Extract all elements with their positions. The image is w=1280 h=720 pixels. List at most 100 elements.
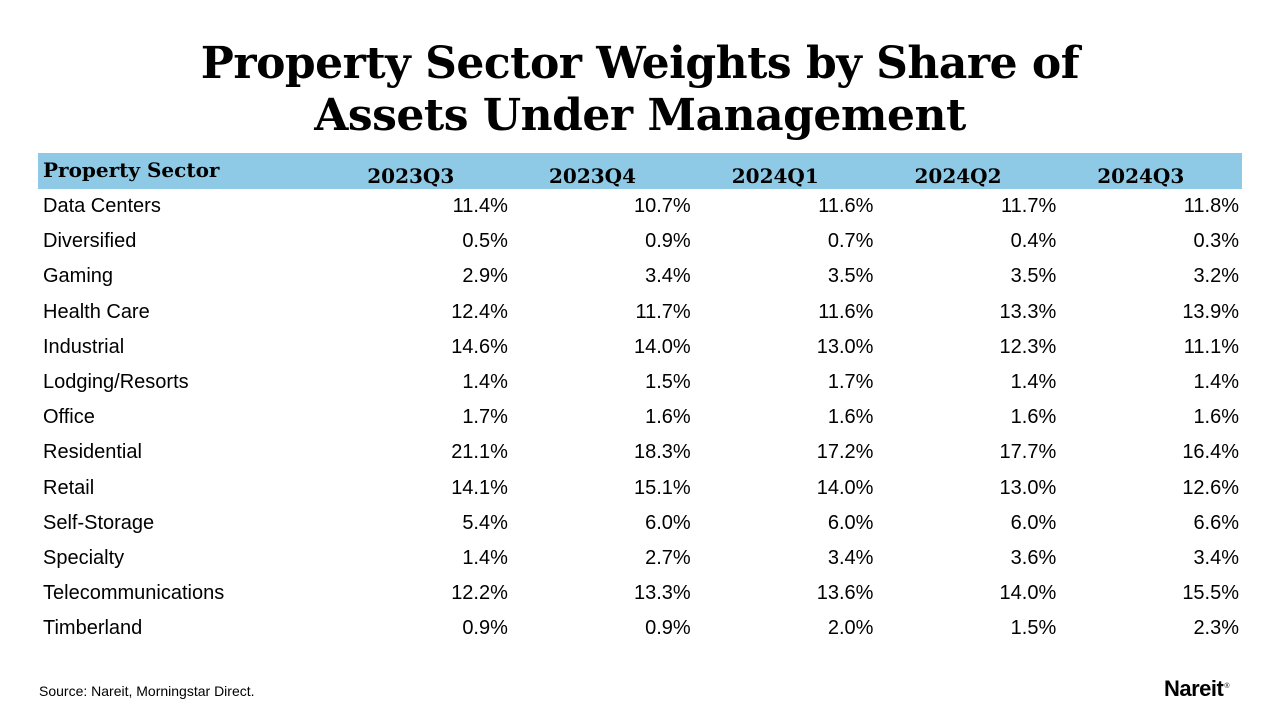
value-cell: 13.6% <box>816 582 874 605</box>
value-cell: 11.8% <box>1183 195 1240 218</box>
value-cell: 13.0% <box>816 335 874 358</box>
column-header-2023q4: 2023Q4 <box>549 164 637 188</box>
sector-weights-table: Property Sector 2023Q3 2023Q4 2024Q1 202… <box>38 153 1242 646</box>
column-header-2024q3: 2024Q3 <box>1097 164 1185 188</box>
value-cell: 11.7% <box>1001 195 1057 218</box>
table-row: Health Care 12.4% 11.7% 11.6% 13.3% 13.9% <box>38 295 1242 330</box>
sector-name-cell: Timberland <box>43 617 143 640</box>
value-cell: 6.6% <box>1193 511 1240 534</box>
value-cell: 13.3% <box>999 300 1057 323</box>
value-cell: 3.4% <box>1193 546 1240 569</box>
sector-name-cell: Telecommunications <box>43 582 225 605</box>
value-cell: 12.4% <box>451 300 508 323</box>
chart-title: Property Sector Weights by Share of Asse… <box>0 38 1280 142</box>
value-cell: 1.4% <box>462 371 508 394</box>
value-cell: 11.1% <box>1183 335 1240 358</box>
value-cell: 1.6% <box>1010 406 1057 429</box>
sector-name-cell: Office <box>43 406 95 429</box>
table-row: Office 1.7% 1.6% 1.6% 1.6% 1.6% <box>38 400 1242 435</box>
value-cell: 1.6% <box>645 406 691 429</box>
value-cell: 0.4% <box>1010 230 1057 253</box>
value-cell: 18.3% <box>633 441 691 464</box>
sector-name-cell: Self-Storage <box>43 511 155 534</box>
value-cell: 5.4% <box>462 511 508 534</box>
table-row: Residential 21.1% 18.3% 17.2% 17.7% 16.4% <box>38 435 1242 470</box>
table-body: Data Centers 11.4% 10.7% 11.6% 11.7% 11.8% Div… <box>38 189 1242 646</box>
value-cell: 10.7% <box>633 195 691 218</box>
logo-text: Nareit <box>1164 676 1224 701</box>
table-row: Self-Storage 5.4% 6.0% 6.0% 6.0% 6.6% <box>38 506 1242 541</box>
value-cell: 11.6% <box>818 195 874 218</box>
sector-name-cell: Lodging/Resorts <box>43 371 189 394</box>
value-cell: 2.9% <box>462 265 508 288</box>
value-cell: 14.0% <box>816 476 874 499</box>
value-cell: 21.1% <box>451 441 508 464</box>
table-row: Lodging/Resorts 1.4% 1.5% 1.7% 1.4% 1.4% <box>38 365 1242 400</box>
sector-name-cell: Diversified <box>43 230 137 253</box>
value-cell: 15.1% <box>633 476 691 499</box>
value-cell: 3.5% <box>827 265 874 288</box>
value-cell: 3.5% <box>1010 265 1057 288</box>
value-cell: 0.9% <box>462 617 508 640</box>
value-cell: 15.5% <box>1182 582 1240 605</box>
table-row: Data Centers 11.4% 10.7% 11.6% 11.7% 11.8% <box>38 189 1242 224</box>
value-cell: 14.6% <box>451 335 508 358</box>
sector-name-cell: Health Care <box>43 300 150 323</box>
registered-mark: ® <box>1224 682 1230 690</box>
value-cell: 12.2% <box>451 582 508 605</box>
chart-title-line-2: Assets Under Management <box>314 90 966 141</box>
value-cell: 12.3% <box>999 335 1057 358</box>
table-row: Industrial 14.6% 14.0% 13.0% 12.3% 11.1% <box>38 330 1242 365</box>
value-cell: 17.7% <box>999 441 1057 464</box>
value-cell: 13.3% <box>633 582 691 605</box>
sector-name-cell: Industrial <box>43 335 125 358</box>
value-cell: 1.5% <box>1010 617 1057 640</box>
column-header-2024q2: 2024Q2 <box>914 164 1002 188</box>
value-cell: 16.4% <box>1182 441 1240 464</box>
table-row: Timberland 0.9% 0.9% 2.0% 1.5% 2.3% <box>38 611 1242 646</box>
value-cell: 11.7% <box>635 300 691 323</box>
value-cell: 2.7% <box>645 546 691 569</box>
value-cell: 6.0% <box>827 511 874 534</box>
value-cell: 3.2% <box>1193 265 1240 288</box>
table-row: Retail 14.1% 15.1% 14.0% 13.0% 12.6% <box>38 471 1242 506</box>
source-note: Source: Nareit, Morningstar Direct. <box>39 683 255 699</box>
table-row: Gaming 2.9% 3.4% 3.5% 3.5% 3.2% <box>38 259 1242 294</box>
column-header-sector: Property Sector <box>43 158 220 182</box>
sector-name-cell: Specialty <box>43 546 125 569</box>
value-cell: 13.9% <box>1182 300 1240 323</box>
value-cell: 1.4% <box>1010 371 1057 394</box>
value-cell: 3.4% <box>645 265 691 288</box>
table-row: Diversified 0.5% 0.9% 0.7% 0.4% 0.3% <box>38 224 1242 259</box>
value-cell: 0.7% <box>827 230 874 253</box>
value-cell: 3.4% <box>827 546 874 569</box>
value-cell: 0.3% <box>1193 230 1240 253</box>
chart-title-line-1: Property Sector Weights by Share of <box>200 38 1080 89</box>
sector-name-cell: Gaming <box>43 265 114 288</box>
value-cell: 2.0% <box>827 617 874 640</box>
table-row: Specialty 1.4% 2.7% 3.4% 3.6% 3.4% <box>38 541 1242 576</box>
value-cell: 12.6% <box>1182 476 1240 499</box>
value-cell: 1.6% <box>827 406 874 429</box>
value-cell: 1.4% <box>1193 371 1240 394</box>
value-cell: 1.5% <box>645 371 691 394</box>
column-header-2024q1: 2024Q1 <box>731 164 819 188</box>
value-cell: 11.4% <box>452 195 508 218</box>
value-cell: 14.1% <box>451 476 508 499</box>
value-cell: 1.7% <box>462 406 508 429</box>
sector-name-cell: Retail <box>43 476 95 499</box>
nareit-logo: Nareit® <box>1164 676 1229 702</box>
value-cell: 2.3% <box>1193 617 1240 640</box>
value-cell: 1.6% <box>1193 406 1240 429</box>
value-cell: 1.4% <box>462 546 508 569</box>
value-cell: 14.0% <box>633 335 691 358</box>
value-cell: 6.0% <box>1010 511 1057 534</box>
value-cell: 11.6% <box>818 300 874 323</box>
value-cell: 6.0% <box>645 511 691 534</box>
sector-name-cell: Data Centers <box>43 195 161 218</box>
value-cell: 13.0% <box>999 476 1057 499</box>
value-cell: 3.6% <box>1010 546 1057 569</box>
sector-name-cell: Residential <box>43 441 142 464</box>
value-cell: 0.5% <box>462 230 508 253</box>
table-header-row: Property Sector 2023Q3 2023Q4 2024Q1 202… <box>38 153 1242 189</box>
